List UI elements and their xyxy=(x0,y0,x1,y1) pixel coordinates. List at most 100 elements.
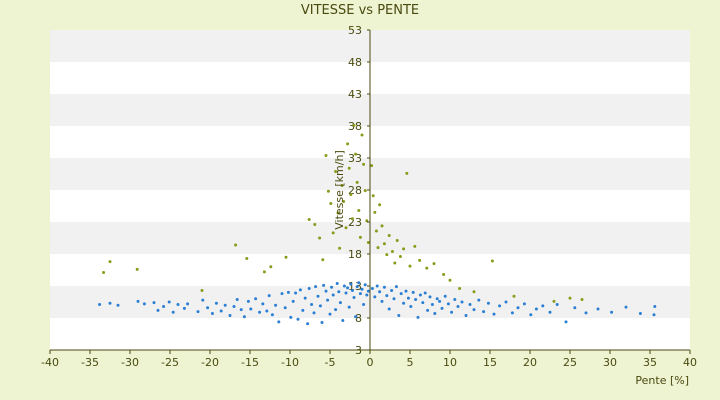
y-tick-label: 33 xyxy=(348,152,362,165)
x-tick-label: 35 xyxy=(643,356,657,369)
data-point xyxy=(653,304,657,308)
data-point xyxy=(374,229,378,233)
data-point xyxy=(316,294,320,298)
x-tick-label: -30 xyxy=(121,356,139,369)
data-point xyxy=(326,298,330,302)
data-point xyxy=(201,298,205,302)
data-point xyxy=(258,310,262,314)
y-tick-label: 8 xyxy=(355,312,362,325)
data-point xyxy=(373,210,377,214)
data-point xyxy=(324,153,328,157)
data-point xyxy=(490,259,494,263)
data-point xyxy=(362,303,366,307)
data-point xyxy=(380,299,384,303)
x-tick-label: -5 xyxy=(325,356,336,369)
data-point xyxy=(370,287,374,291)
data-point xyxy=(286,290,290,294)
data-point xyxy=(380,224,384,228)
data-point xyxy=(350,217,354,221)
data-point xyxy=(321,258,325,262)
data-point xyxy=(552,299,556,303)
data-point xyxy=(442,272,446,276)
data-point xyxy=(324,289,328,293)
data-point xyxy=(350,288,354,292)
data-point xyxy=(326,189,330,193)
x-tick-label: 15 xyxy=(483,356,497,369)
data-point xyxy=(387,233,391,237)
data-point xyxy=(423,291,427,295)
data-point xyxy=(239,308,243,312)
data-point xyxy=(167,300,171,304)
data-point xyxy=(385,294,389,298)
data-point xyxy=(365,293,369,297)
data-point xyxy=(270,313,274,317)
data-point xyxy=(375,284,379,288)
data-point xyxy=(405,171,409,175)
data-point xyxy=(510,311,514,315)
data-point xyxy=(404,289,408,293)
data-point xyxy=(301,308,305,312)
data-point xyxy=(289,315,293,319)
data-point xyxy=(358,235,362,239)
data-point xyxy=(406,296,410,300)
data-point xyxy=(296,317,300,321)
data-points xyxy=(98,123,657,326)
x-tick-label: -40 xyxy=(41,356,59,369)
x-tick-label: 20 xyxy=(523,356,537,369)
data-point xyxy=(363,283,367,287)
data-point xyxy=(210,312,214,316)
data-point xyxy=(468,303,472,307)
data-point xyxy=(219,309,223,313)
data-point xyxy=(399,292,403,296)
data-point xyxy=(162,304,166,308)
data-point xyxy=(318,304,322,308)
data-point xyxy=(206,306,210,310)
data-point xyxy=(294,291,298,295)
data-point xyxy=(426,308,430,312)
data-point xyxy=(156,308,160,312)
data-point xyxy=(492,312,496,316)
data-point xyxy=(433,312,437,316)
y-tick-label: 53 xyxy=(348,24,362,37)
data-point xyxy=(652,313,656,317)
data-point xyxy=(413,244,417,248)
data-point xyxy=(425,266,429,270)
data-point xyxy=(342,200,346,204)
data-point xyxy=(362,162,366,166)
data-point xyxy=(366,240,370,244)
data-point xyxy=(596,307,600,311)
data-point xyxy=(246,299,250,303)
data-point xyxy=(186,302,190,306)
data-point xyxy=(214,301,218,305)
data-point xyxy=(329,201,333,205)
data-point xyxy=(200,288,204,292)
data-point xyxy=(370,164,374,168)
data-point xyxy=(328,312,332,316)
data-point xyxy=(182,306,186,310)
data-point xyxy=(254,297,258,301)
data-point xyxy=(341,319,345,323)
x-tick-label: -25 xyxy=(161,356,179,369)
y-tick-label: 23 xyxy=(348,216,362,229)
data-point xyxy=(360,287,364,291)
data-point xyxy=(265,309,269,313)
data-point xyxy=(235,297,239,301)
data-point xyxy=(472,290,476,294)
data-point xyxy=(262,270,266,274)
data-point xyxy=(116,303,120,307)
data-point xyxy=(337,290,341,294)
data-point xyxy=(385,253,389,257)
data-point xyxy=(171,310,175,314)
data-point xyxy=(409,304,413,308)
data-point xyxy=(548,310,552,314)
data-point xyxy=(336,211,340,215)
data-point xyxy=(638,312,642,316)
data-point xyxy=(504,300,508,304)
data-point xyxy=(382,285,386,289)
data-point xyxy=(448,278,452,282)
data-point xyxy=(584,311,588,315)
data-point xyxy=(394,285,398,289)
data-point xyxy=(453,297,457,301)
data-point xyxy=(344,291,348,295)
data-point xyxy=(98,303,102,307)
